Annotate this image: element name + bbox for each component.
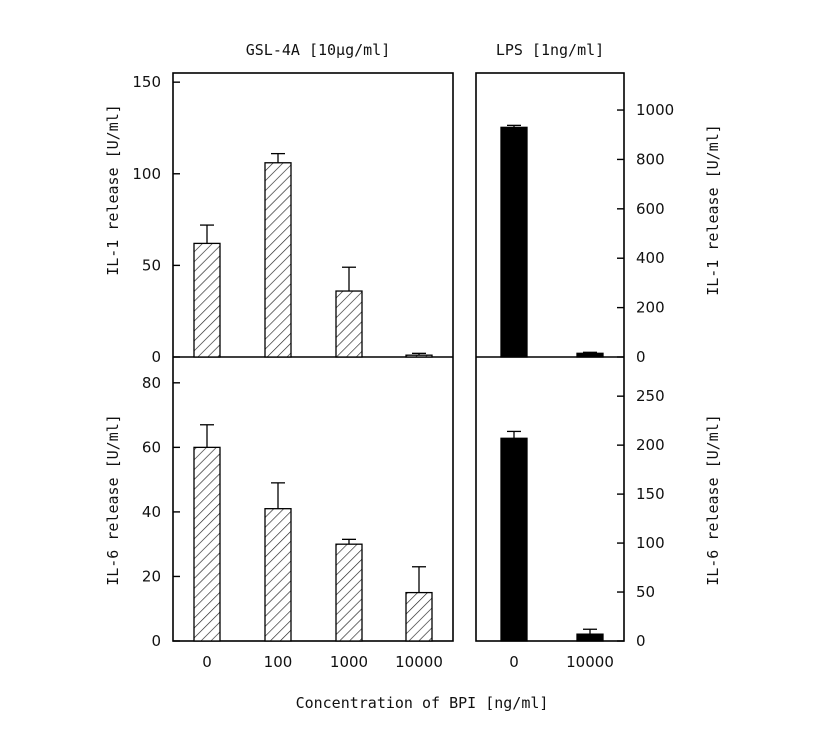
y-tick-label: 60 [142, 438, 161, 456]
bar [335, 290, 363, 358]
bar [576, 352, 604, 358]
x-tick-label: 0 [509, 653, 519, 671]
y-tick-label: 150 [132, 73, 161, 91]
chart-marks: 0501001500200400600800100002040608005010… [132, 73, 674, 671]
y-tick-label: 0 [636, 348, 646, 366]
y-tick-label: 20 [142, 567, 161, 585]
bar [193, 242, 221, 358]
bar [335, 543, 363, 642]
y-tick-label: 40 [142, 503, 161, 521]
bar [405, 354, 433, 358]
y-tick-label: 0 [636, 632, 646, 650]
bar [264, 508, 292, 642]
y-tick-label: 200 [636, 436, 665, 454]
bar [500, 437, 528, 642]
x-tick-label: 0 [202, 653, 212, 671]
top-left-ylabel: IL-1 release [U/ml] [104, 104, 122, 276]
bar [405, 591, 433, 642]
left-title: GSL-4A [10µg/ml] [246, 41, 391, 59]
x-tick-label: 10000 [566, 653, 614, 671]
y-tick-label: 50 [142, 256, 161, 274]
y-tick-label: 400 [636, 249, 665, 267]
bar [576, 633, 604, 642]
y-tick-label: 150 [636, 485, 665, 503]
y-tick-label: 50 [636, 583, 655, 601]
bar [264, 162, 292, 358]
x-axis-label: Concentration of BPI [ng/ml] [296, 694, 549, 712]
x-tick-label: 1000 [330, 653, 368, 671]
y-tick-label: 600 [636, 200, 665, 218]
y-tick-label: 800 [636, 150, 665, 168]
x-tick-label: 10000 [395, 653, 443, 671]
y-tick-label: 250 [636, 387, 665, 405]
y-tick-label: 80 [142, 374, 161, 392]
bar [500, 126, 528, 358]
x-tick-label: 100 [264, 653, 293, 671]
y-tick-label: 1000 [636, 101, 674, 119]
top-right-ylabel: IL-1 release [U/ml] [704, 124, 722, 296]
y-tick-label: 0 [151, 632, 161, 650]
y-tick-label: 100 [636, 534, 665, 552]
y-tick-label: 200 [636, 299, 665, 317]
y-tick-label: 100 [132, 165, 161, 183]
bottom-right-ylabel: IL-6 release [U/ml] [704, 414, 722, 586]
bar [193, 446, 221, 642]
right-title: LPS [1ng/ml] [496, 41, 604, 59]
y-tick-label: 0 [151, 348, 161, 366]
bottom-left-ylabel: IL-6 release [U/ml] [104, 414, 122, 586]
